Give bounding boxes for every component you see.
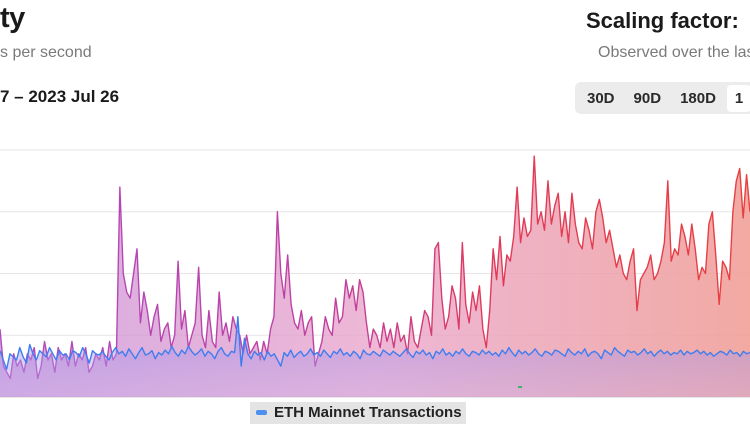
series-marker — [518, 386, 522, 388]
range-90d-button[interactable]: 90D — [633, 89, 662, 107]
range-30d-button[interactable]: 30D — [587, 89, 615, 107]
aggregate-series-area — [0, 156, 750, 397]
chart-legend[interactable]: ETH Mainnet Transactions — [250, 402, 466, 424]
page-title: ty — [0, 2, 25, 34]
eth-mainnet-series-line — [0, 316, 750, 370]
page-subtitle: s per second — [0, 44, 92, 61]
activity-chart — [0, 149, 750, 398]
legend-swatch — [256, 410, 267, 415]
aggregate-series-line — [0, 155, 750, 380]
range-180d-button[interactable]: 180D — [680, 89, 716, 107]
range-1y-button[interactable]: 1 — [726, 84, 750, 112]
date-range: 7 – 2023 Jul 26 — [0, 87, 120, 106]
legend-label: ETH Mainnet Transactions — [274, 404, 462, 421]
time-range-selector: 30D 90D 180D 1 — [575, 82, 750, 114]
scaling-factor-subtitle: Observed over the las — [598, 44, 750, 61]
eth-mainnet-series-area — [0, 316, 750, 397]
scaling-factor-title: Scaling factor: — [586, 8, 739, 33]
